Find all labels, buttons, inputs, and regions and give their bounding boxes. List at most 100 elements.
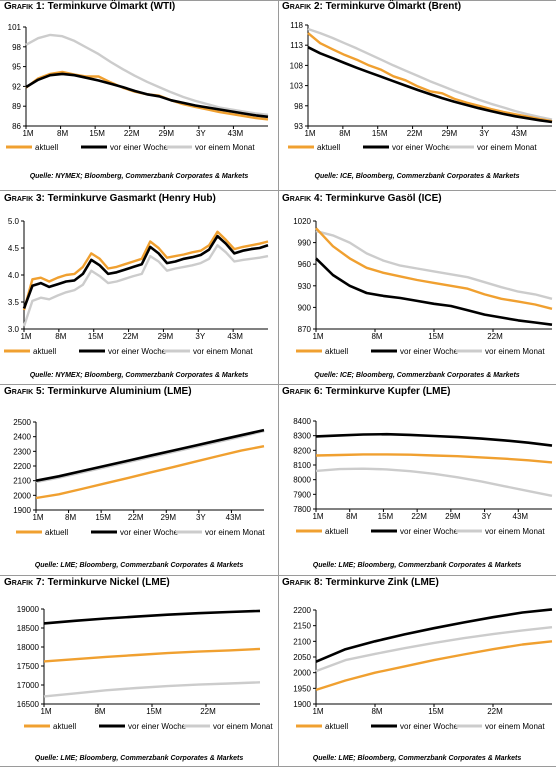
x-tick-label: 8M: [65, 513, 76, 522]
x-tick-label: 3Y: [479, 129, 489, 138]
series-line: [315, 453, 553, 464]
legend-label: vor einer Woche: [120, 528, 179, 537]
x-tick-label: 29M: [158, 332, 174, 341]
series-line: [315, 640, 553, 692]
y-tick-label: 16500: [17, 700, 40, 709]
x-tick-label: 3Y: [482, 512, 492, 521]
x-tick-label: 15M: [95, 513, 111, 522]
y-tick-label: 2150: [293, 622, 311, 631]
legend-label: vor einer Woche: [400, 347, 459, 356]
legend-label: vor einer Woche: [110, 143, 169, 152]
x-tick-label: 1M: [20, 332, 31, 341]
y-tick-label: 17500: [17, 662, 40, 671]
x-tick-label: 22M: [128, 513, 144, 522]
x-tick-label: 1M: [312, 707, 323, 716]
series-line: [315, 608, 553, 663]
y-tick-label: 2300: [13, 447, 31, 456]
chart-source: Quelle: LME; Bloomberg, Commerzbank Corp…: [312, 755, 522, 762]
y-tick-label: 95: [12, 63, 21, 72]
chart-svg: 86 89 92 95 98 101 1M 8M 15M 22M 29M 3Y 43M aktuell vo…: [6, 23, 269, 152]
y-tick-label: 8400: [293, 417, 311, 426]
y-tick-label: 1900: [293, 700, 311, 709]
row-separator: [0, 384, 556, 385]
chart-source: Quelle: NYMEX; Bloomberg, Commerzbank Co…: [29, 173, 249, 180]
series-line: [22, 234, 269, 309]
chart-source: Quelle: LME; Bloomberg, Commerzbank Corp…: [34, 755, 244, 762]
chart-title: Grafik 4: Terminkurve Gasöl (ICE): [282, 193, 442, 204]
y-tick-label: 118: [290, 21, 303, 30]
row-separator: [0, 190, 556, 191]
legend-label: aktuell: [325, 347, 348, 356]
legend-label: vor einem Monat: [193, 347, 253, 356]
legend-label: vor einer Woche: [400, 722, 459, 731]
y-tick-label: 930: [298, 282, 312, 291]
series-line: [307, 27, 553, 121]
x-tick-label: 43M: [226, 513, 242, 522]
chart-source: Quelle: LME; Bloomberg, Commerzbank Corp…: [34, 562, 244, 569]
x-tick-label: 15M: [89, 129, 105, 138]
legend-label: aktuell: [45, 528, 68, 537]
y-tick-label: 17000: [17, 681, 40, 690]
chart-panel-henry-hub: Grafik 3: Terminkurve Gasmarkt (Henry Hu…: [0, 192, 278, 384]
chart-svg: 93 98 103 108 113 118 1M 8M 15M 22M 29M 3Y 43M aktuel…: [288, 21, 553, 152]
y-tick-label: 98: [12, 43, 21, 52]
chart-source: Quelle: NYMEX; Bloomberg, Commerzbank Co…: [29, 372, 249, 379]
legend-label: aktuell: [317, 143, 340, 152]
chart-panel-brent: Grafik 2: Terminkurve Ölmarkt (Brent) 93…: [278, 0, 556, 192]
y-tick-label: 98: [294, 102, 303, 111]
x-tick-label: 15M: [428, 707, 444, 716]
series-line: [25, 33, 269, 116]
y-tick-label: 2000: [13, 491, 31, 500]
series-line: [22, 230, 269, 311]
y-tick-label: 86: [12, 122, 21, 131]
y-tick-label: 960: [298, 260, 312, 269]
row-separator: [0, 575, 556, 576]
chart-panel-kupfer: Grafik 6: Terminkurve Kupfer (LME) 7800 7…: [278, 385, 556, 577]
y-tick-label: 2500: [13, 418, 31, 427]
chart-svg: 7800 7900 8000 8100 8200 8300 8400 1M 8M 15M 22M 29…: [293, 417, 553, 536]
chart-panel-gasoel: Grafik 4: Terminkurve Gasöl (ICE) 870 900…: [278, 192, 556, 384]
y-tick-label: 2400: [13, 433, 31, 442]
y-tick-label: 8100: [293, 461, 311, 470]
legend-label: aktuell: [33, 347, 56, 356]
chart-title: Grafik 3: Terminkurve Gasmarkt (Henry Hu…: [4, 193, 216, 204]
series-line: [307, 46, 553, 124]
x-tick-label: 1M: [40, 707, 51, 716]
series-line: [22, 244, 269, 327]
y-tick-label: 2000: [293, 669, 311, 678]
x-tick-label: 15M: [146, 707, 162, 716]
y-tick-label: 1950: [293, 684, 311, 693]
y-tick-label: 18000: [17, 643, 40, 652]
x-tick-label: 1M: [312, 512, 323, 521]
chart-title: Grafik 7: Terminkurve Nickel (LME): [4, 577, 170, 588]
x-tick-label: 15M: [428, 332, 444, 341]
x-tick-label: 8M: [55, 332, 66, 341]
chart-svg: 16500 17000 17500 18000 18500 19000 1M 8M 15M 22M…: [17, 605, 274, 731]
series-line: [35, 429, 265, 484]
x-tick-label: 29M: [161, 513, 177, 522]
x-tick-label: 8M: [371, 332, 382, 341]
chart-title: Grafik 2: Terminkurve Ölmarkt (Brent): [282, 1, 462, 12]
x-tick-label: 1M: [22, 129, 33, 138]
x-tick-label: 29M: [442, 129, 458, 138]
y-tick-label: 101: [8, 23, 22, 32]
legend-label: vor einer Woche: [108, 347, 167, 356]
y-tick-label: 19000: [17, 605, 40, 614]
chart-title: Grafik 6: Terminkurve Kupfer (LME): [282, 386, 451, 397]
y-tick-label: 92: [12, 82, 21, 91]
x-tick-label: 22M: [487, 332, 503, 341]
legend-label: vor einer Woche: [400, 527, 459, 536]
legend-label: vor einem Monat: [485, 527, 545, 536]
y-tick-label: 2200: [13, 462, 31, 471]
x-tick-label: 22M: [407, 129, 423, 138]
series-line: [43, 681, 261, 698]
y-tick-label: 2100: [13, 477, 31, 486]
x-tick-label: 8M: [57, 129, 68, 138]
y-tick-label: 93: [294, 122, 303, 131]
y-tick-label: 900: [298, 303, 312, 312]
y-tick-label: 113: [290, 41, 303, 50]
y-tick-label: 4.0: [8, 271, 20, 280]
chart-svg: 3.0 3.5 4.0 4.5 5.0 1M 8M 15M 22M 29M 3Y 43M aktuell…: [4, 217, 269, 356]
series-line: [35, 445, 265, 500]
chart-svg: 1900 2000 2100 2200 2300 2400 2500 1M 8M 15M 22M 29…: [13, 418, 265, 537]
